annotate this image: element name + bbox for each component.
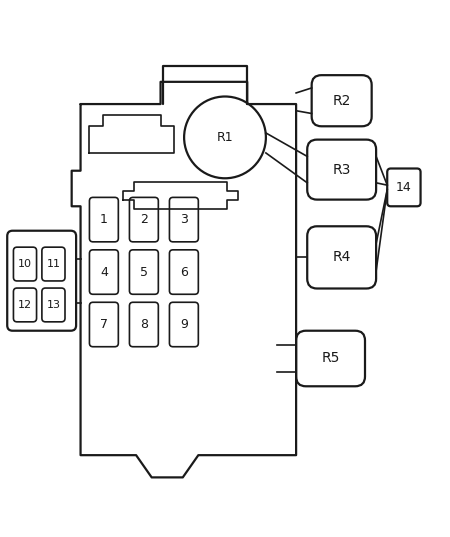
FancyBboxPatch shape: [42, 288, 65, 322]
Text: 13: 13: [46, 300, 60, 310]
FancyBboxPatch shape: [90, 302, 118, 347]
FancyBboxPatch shape: [90, 250, 118, 294]
FancyBboxPatch shape: [90, 198, 118, 242]
Text: 5: 5: [140, 266, 148, 279]
FancyBboxPatch shape: [130, 198, 158, 242]
FancyBboxPatch shape: [312, 75, 372, 126]
FancyBboxPatch shape: [296, 331, 365, 386]
FancyBboxPatch shape: [42, 247, 65, 281]
Text: 14: 14: [396, 181, 412, 194]
Text: 3: 3: [180, 213, 188, 226]
Text: 2: 2: [140, 213, 148, 226]
FancyBboxPatch shape: [130, 250, 158, 294]
Text: R3: R3: [333, 163, 351, 177]
FancyBboxPatch shape: [307, 226, 376, 288]
FancyBboxPatch shape: [130, 302, 158, 347]
Text: R1: R1: [217, 131, 233, 144]
Text: 7: 7: [100, 318, 108, 331]
Text: R2: R2: [333, 94, 351, 108]
Text: R4: R4: [333, 250, 351, 264]
FancyBboxPatch shape: [7, 231, 76, 331]
Text: 9: 9: [180, 318, 188, 331]
FancyBboxPatch shape: [14, 288, 36, 322]
FancyBboxPatch shape: [14, 247, 36, 281]
FancyBboxPatch shape: [170, 198, 198, 242]
Text: 8: 8: [140, 318, 148, 331]
Text: 12: 12: [18, 300, 32, 310]
Text: 11: 11: [46, 259, 60, 269]
FancyBboxPatch shape: [170, 302, 198, 347]
FancyBboxPatch shape: [170, 250, 198, 294]
Text: R5: R5: [321, 352, 340, 366]
Text: 4: 4: [100, 266, 108, 279]
FancyBboxPatch shape: [387, 169, 421, 206]
Text: 1: 1: [100, 213, 108, 226]
Text: 10: 10: [18, 259, 32, 269]
Text: 6: 6: [180, 266, 188, 279]
FancyBboxPatch shape: [307, 140, 376, 200]
